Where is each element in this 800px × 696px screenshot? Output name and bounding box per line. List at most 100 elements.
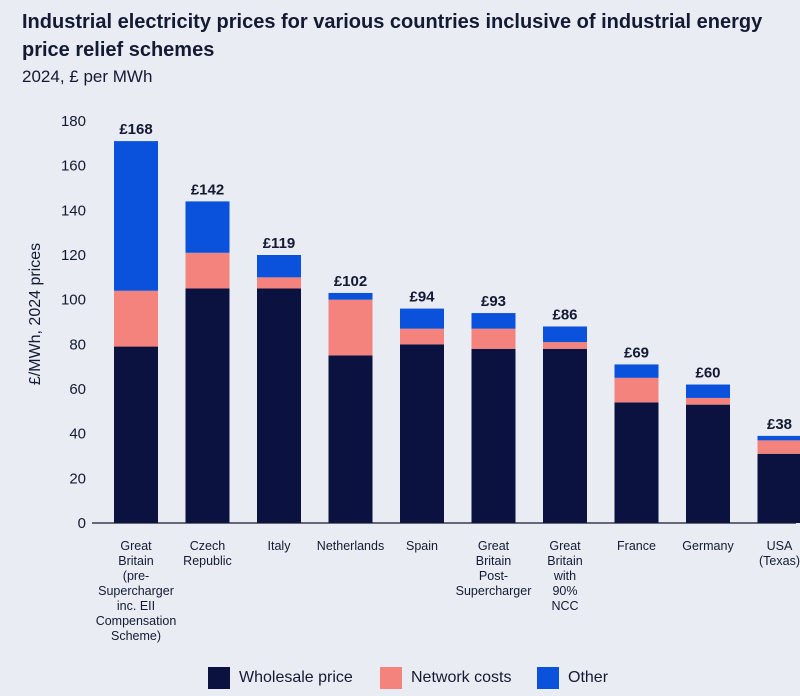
legend-swatch-wholesale	[208, 667, 230, 689]
x-category-label: Great Britain Post-Supercharger	[456, 539, 532, 598]
bar-segment-wholesale	[400, 344, 444, 523]
bar-segment-wholesale	[185, 288, 230, 523]
bar-segment-wholesale	[757, 453, 800, 523]
bar-segment-network	[185, 252, 230, 289]
total-value-label: £60	[695, 365, 720, 382]
x-category-label-line: Netherlands	[317, 539, 384, 553]
bar-segment-other	[471, 313, 516, 329]
x-category-label-line: Britain	[476, 554, 511, 568]
y-tick-label: 120	[61, 247, 86, 264]
total-value-label: £119	[263, 235, 296, 252]
y-tick-label: 20	[69, 470, 86, 487]
y-axis: 0 20 40 60 80 100 120 140 160 180	[61, 113, 86, 532]
x-category-label-line: (Texas)	[759, 554, 800, 568]
bar-segment-network	[471, 328, 516, 349]
x-category-label-line: Post-	[479, 569, 508, 583]
x-category-label: Czech Republic	[183, 539, 232, 568]
bar-segment-other	[185, 201, 230, 253]
x-category-label-line: 90%	[552, 584, 577, 598]
x-category-label-line: USA	[767, 539, 793, 553]
total-value-label: £38	[767, 416, 792, 433]
bar-segment-network	[257, 277, 301, 289]
total-value-label: £86	[552, 306, 577, 323]
x-axis-categories: Great Britain (pre-Supercharger inc. EII Com…	[96, 539, 800, 643]
bar-segment-network	[757, 440, 800, 454]
bar-segment-network	[543, 342, 587, 349]
x-category-label-line: Supercharger	[98, 584, 174, 598]
x-category-label-line: France	[617, 539, 656, 553]
chart-title: Industrial electricity prices for variou…	[22, 11, 763, 61]
legend-label-wholesale: Wholesale price	[239, 669, 353, 686]
y-tick-label: 140	[61, 202, 86, 219]
total-value-label: £93	[481, 293, 506, 310]
bar-segment-network	[328, 299, 373, 356]
x-category-label-line: inc. EII	[117, 599, 155, 613]
total-value-label: £102	[334, 273, 367, 290]
legend-swatch-network	[380, 667, 402, 689]
legend-label-network: Network costs	[411, 669, 512, 686]
y-axis-label: £/MWh, 2024 prices	[27, 243, 44, 385]
x-category-label-line: with	[553, 569, 576, 583]
x-category-label: Netherlands	[317, 539, 384, 553]
y-tick-label: 100	[61, 292, 86, 309]
legend-label-other: Other	[568, 669, 609, 686]
legend-swatch-other	[537, 667, 559, 689]
chart-subtitle: 2024, £ per MWh	[22, 67, 153, 86]
x-category-label-line: Republic	[183, 554, 232, 568]
bar-segment-wholesale	[686, 404, 730, 523]
bar-segment-wholesale	[614, 402, 659, 523]
total-value-label: £142	[191, 181, 224, 198]
x-category-label: Italy	[268, 539, 292, 553]
total-value-label: £94	[409, 289, 435, 306]
total-value-label: £168	[119, 121, 152, 138]
bar-segment-network	[114, 290, 158, 347]
bar-segment-wholesale	[328, 355, 373, 523]
bar-segment-wholesale	[543, 348, 587, 523]
bar-segment-other	[257, 255, 301, 278]
x-category-label-line: (pre-	[123, 569, 149, 583]
bars-group: £168 £142 £119 £102 £94 £93 £86 £69 £60 £38	[114, 121, 800, 523]
bar-segment-network	[686, 397, 730, 405]
y-tick-label: 160	[61, 158, 86, 175]
legend: Wholesale price Network costs Other	[0, 664, 800, 692]
x-category-label-line: Great	[478, 539, 510, 553]
bar-segment-wholesale	[471, 348, 516, 523]
bar-segment-wholesale	[257, 288, 301, 523]
x-category-label-line: Great	[549, 539, 581, 553]
x-category-label: Great Britain with 90% NCC	[547, 539, 582, 613]
bar-segment-network	[400, 328, 444, 345]
y-tick-label: 60	[69, 381, 86, 398]
x-category-label: USA (Texas)	[759, 539, 800, 568]
bar-segment-other	[114, 141, 158, 291]
total-value-label: £69	[624, 344, 649, 361]
x-category-label-line: Compensation	[96, 614, 177, 628]
bar-segment-wholesale	[114, 346, 158, 523]
x-category-label-line: Spain	[406, 539, 438, 553]
y-tick-label: 180	[61, 113, 86, 130]
y-tick-label: 80	[69, 336, 86, 353]
bar-segment-other	[614, 364, 659, 378]
x-category-label-line: NCC	[551, 599, 578, 613]
x-category-label: Germany	[682, 539, 734, 553]
x-category-label: France	[617, 539, 656, 553]
x-category-label: Spain	[406, 539, 438, 553]
legend-item-wholesale: Wholesale price	[208, 664, 353, 692]
x-category-label-line: Britain	[118, 554, 153, 568]
x-category-label-line: Germany	[682, 539, 734, 553]
x-category-label-line: Czech	[190, 539, 225, 553]
y-tick-label: 0	[78, 515, 86, 532]
bar-segment-other	[686, 384, 730, 398]
x-category-label-line: Supercharger	[456, 584, 532, 598]
x-category-label-line: Britain	[547, 554, 582, 568]
legend-item-other: Other	[537, 664, 608, 692]
bar-segment-other	[400, 308, 444, 329]
x-category-label-line: Italy	[268, 539, 292, 553]
x-category-label-line: Great	[120, 539, 152, 553]
bar-segment-other	[543, 326, 587, 343]
stacked-bar-chart: 0 20 40 60 80 100 120 140 160 180 £/MWh, 2024 pri…	[27, 113, 800, 643]
bar-segment-other	[328, 292, 373, 300]
legend-item-network: Network costs	[380, 664, 511, 692]
bar-segment-network	[614, 377, 659, 403]
x-category-label: Great Britain (pre-Supercharger inc. EII Com…	[96, 539, 177, 643]
y-tick-label: 40	[69, 426, 86, 443]
